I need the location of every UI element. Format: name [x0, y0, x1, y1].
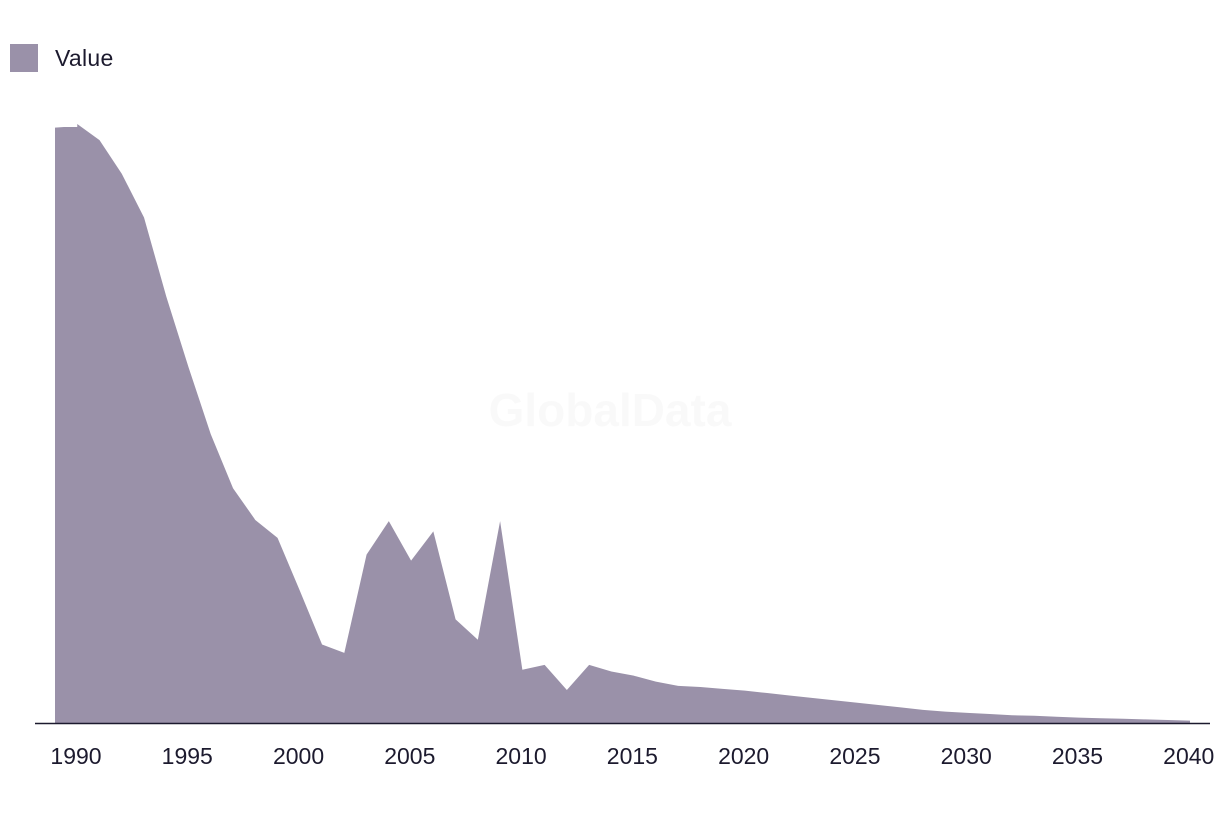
x-tick-label: 2020: [718, 743, 769, 769]
x-tick-label: 2025: [829, 743, 880, 769]
legend: Value: [10, 44, 114, 72]
legend-label: Value: [55, 44, 114, 71]
area-layer: [55, 124, 1190, 723]
x-tick-label: 2030: [941, 743, 992, 769]
x-tick-label: 1990: [50, 743, 101, 769]
x-tick-label: 2010: [496, 743, 547, 769]
x-tick-label: 2015: [607, 743, 658, 769]
series-area-0: [55, 124, 1190, 723]
x-tick-label: 2035: [1052, 743, 1103, 769]
x-tick-label: 2000: [273, 743, 324, 769]
x-tick-label: 2040: [1163, 743, 1214, 769]
x-axis-ticks: 1990 1995 2000 2005 2010 2015 2020 2025 2030 2035…: [50, 743, 1214, 769]
x-tick-label: 1995: [162, 743, 213, 769]
legend-swatch: [10, 44, 38, 72]
x-tick-label: 2005: [384, 743, 435, 769]
